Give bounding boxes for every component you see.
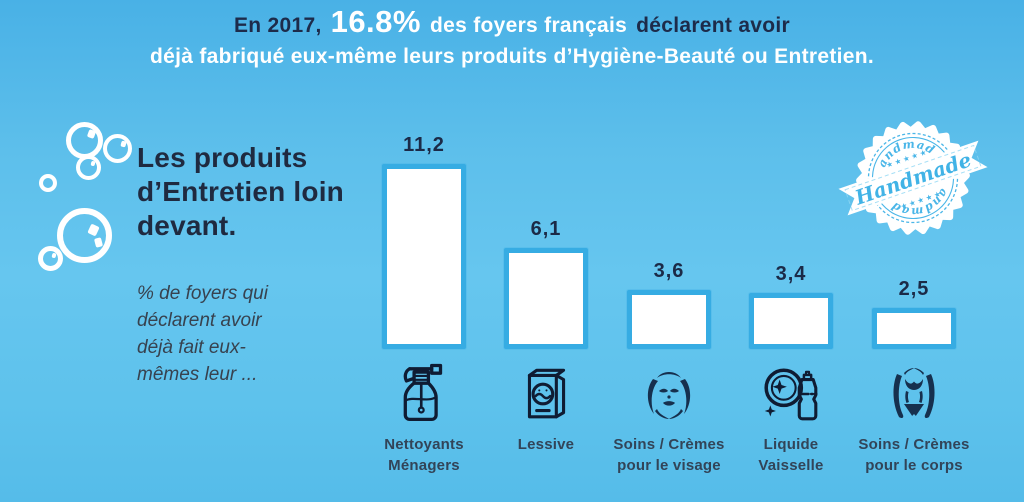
- bar: [504, 248, 588, 349]
- dish-soap-icon: [730, 356, 852, 430]
- bar-group-lessive: 6,1 Lessive: [485, 0, 607, 502]
- bar-category-label: Liquide Vaisselle: [758, 436, 824, 474]
- chart-title: Les produits d’Entretien loin devant.: [137, 142, 344, 241]
- header-part-3: déclarent avoir: [636, 14, 791, 37]
- bar-group-liquide-vaisselle: 3,4 Liquide Vaisselle: [730, 0, 852, 502]
- bar-category-label: Lessive: [517, 436, 575, 453]
- bubble: [39, 174, 57, 192]
- bar: [749, 293, 833, 349]
- header-line-1: En 2017, 16.8% des foyers français décla…: [0, 6, 1024, 42]
- header-line-2: déjà fabriqué eux-même leurs produits d’…: [149, 45, 875, 68]
- bubble: [38, 246, 63, 271]
- bar-group-soins-corps: 2,5 Soins / Crèmes pour le corps: [853, 0, 975, 502]
- header: En 2017, 16.8% des foyers français décla…: [0, 6, 1024, 70]
- bubble: [103, 134, 132, 163]
- stamp-banner: [838, 140, 988, 216]
- bar-group-nettoyants-menagers: 11,2 Nettoyants Ménagers: [363, 0, 485, 502]
- bar-category-label: Soins / Crèmes pour le corps: [858, 436, 970, 474]
- bar-value-label: 6,1: [530, 218, 562, 240]
- chart-subtitle: % de foyers qui déclarent avoir déjà fai…: [137, 283, 268, 385]
- header-part-2: des foyers français: [429, 14, 628, 37]
- detergent-box-icon: [485, 356, 607, 430]
- bar: [627, 290, 711, 349]
- bubble: [57, 208, 112, 263]
- header-highlight: 16.8%: [330, 4, 421, 39]
- bar: [872, 308, 956, 349]
- handmade-stamp: Handmade ★ ★ ★ ★ ★ Handmade ★ ★ ★ ★ ★ Ha…: [823, 100, 988, 249]
- bar-group-soins-visage: 3,6 Soins / Crèmes pour le vis: [608, 0, 730, 502]
- bar-value-label: 3,6: [653, 260, 685, 282]
- body-care-icon: [853, 356, 975, 430]
- bar-value-label: 11,2: [403, 134, 445, 156]
- bubble: [66, 122, 103, 159]
- bar-value-label: 3,4: [775, 263, 807, 285]
- bubble: [76, 155, 101, 180]
- header-part-1: En 2017,: [233, 14, 322, 37]
- face-care-icon: [608, 356, 730, 430]
- spray-bottle-icon: [363, 356, 485, 430]
- bar-category-label: Nettoyants Ménagers: [384, 436, 464, 474]
- bar-category-label: Soins / Crèmes pour le visage: [613, 436, 725, 474]
- bar: [382, 164, 466, 349]
- bar-value-label: 2,5: [898, 278, 930, 300]
